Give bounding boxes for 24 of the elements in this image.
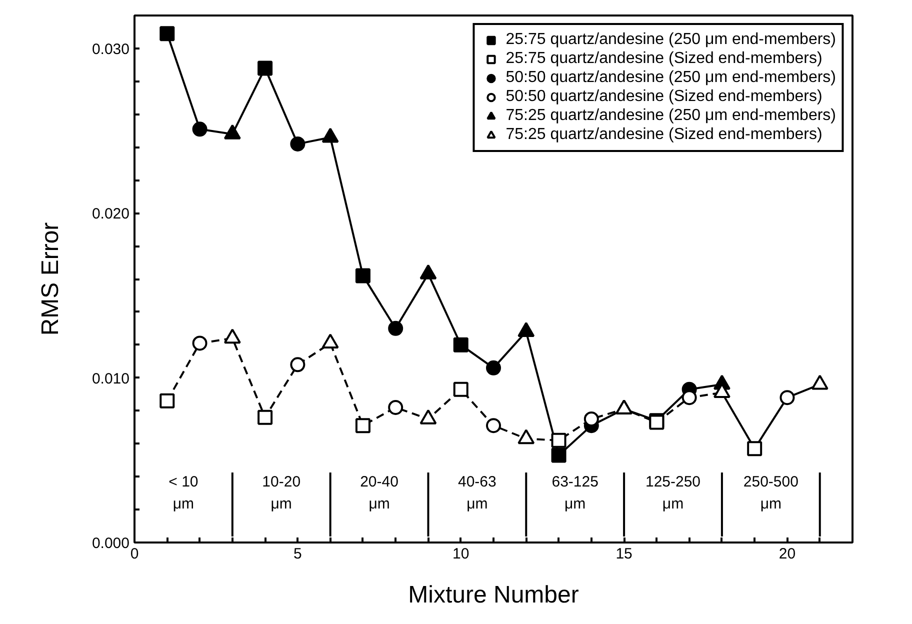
legend-label: 25:75 quartz/andesine (250 μm end-members) (506, 31, 836, 49)
legend-label: 50:50 quartz/andesine (250 μm end-members) (506, 69, 836, 87)
x-axis-title: Mixture Number (408, 582, 579, 608)
legend-label: 50:50 quartz/andesine (Sized end-members) (506, 88, 822, 106)
y-tick-label: 0.030 (92, 40, 130, 58)
x-tick-label: 15 (616, 546, 632, 562)
y-tick-label: 0.010 (92, 370, 130, 388)
annotation: 250-500 μm (743, 473, 798, 512)
legend-label: 75:25 quartz/andesine (Sized end-members) (506, 126, 822, 144)
annotation: 10-20 μm (262, 473, 301, 512)
x-tick-label: 5 (294, 546, 302, 562)
annotation: 125-250 μm (645, 473, 701, 512)
x-tick-label: 0 (130, 546, 139, 562)
annotation: 63-125 μm (552, 473, 598, 512)
annotation: < 10 μm (168, 473, 198, 512)
x-tick-label: 20 (778, 546, 796, 562)
annotation: 40-63 μm (458, 473, 496, 512)
y-tick-label: 0.020 (92, 206, 130, 223)
annotation: 20-40 μm (360, 473, 398, 512)
y-tick-label: 0.000 (92, 535, 130, 552)
y-axis-title: RMS Error (36, 222, 64, 336)
legend-label: 75:25 quartz/andesine (250 μm end-members) (506, 107, 836, 125)
x-tick-label: 10 (452, 546, 470, 562)
legend-label: 25:75 quartz/andesine (Sized end-members) (506, 50, 822, 68)
